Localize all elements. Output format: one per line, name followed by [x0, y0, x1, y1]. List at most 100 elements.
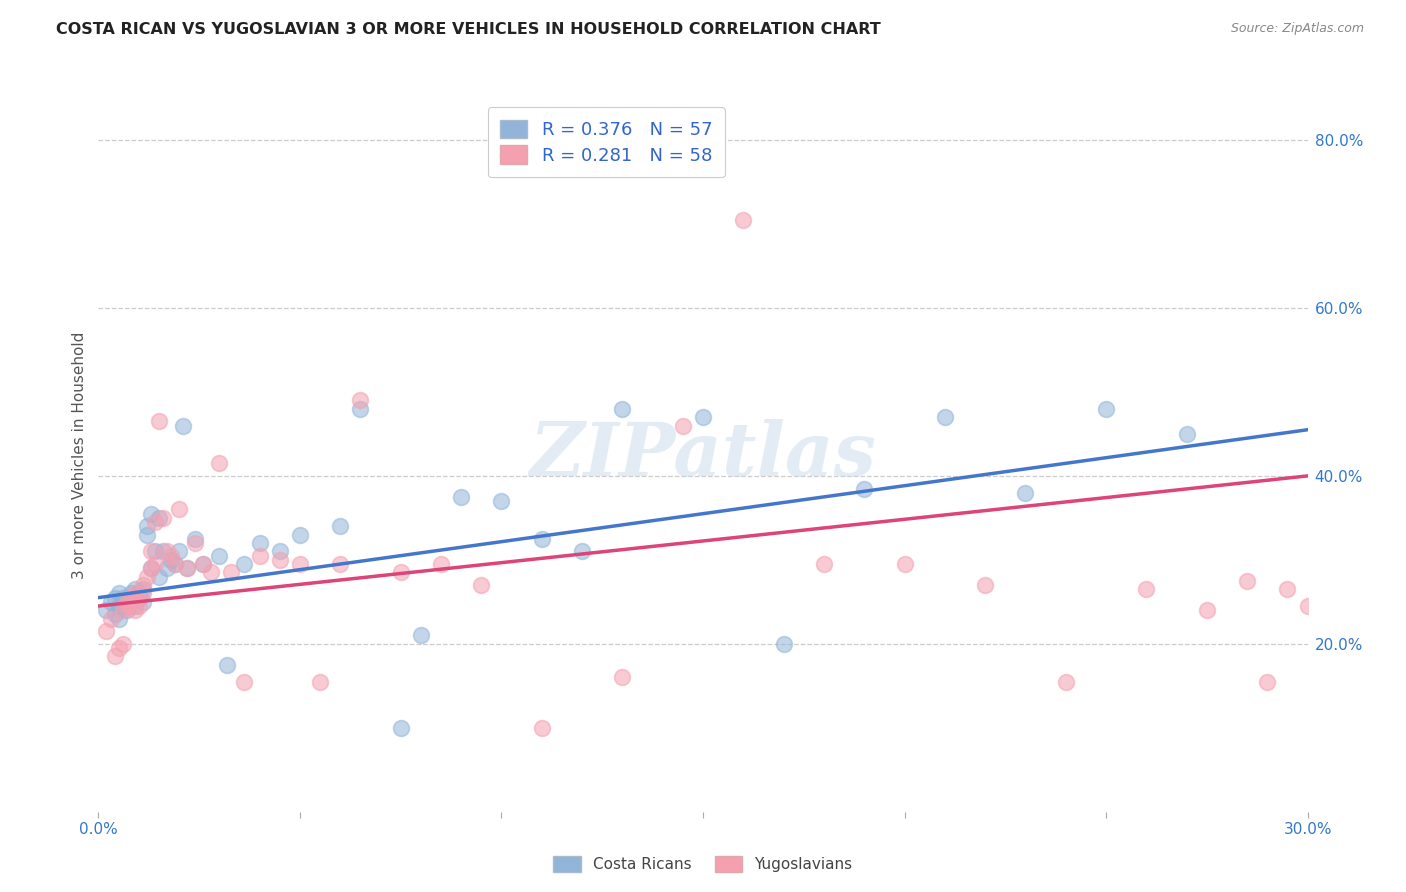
Point [120, 591, 142, 605]
Point [1014, 485, 1036, 500]
Point [139, 544, 162, 558]
Point [128, 591, 150, 605]
Point [1236, 574, 1258, 588]
Point [612, 401, 634, 416]
Point [132, 578, 155, 592]
Point [184, 532, 207, 546]
Point [772, 637, 794, 651]
Point [111, 603, 134, 617]
Point [107, 586, 129, 600]
Point [143, 515, 166, 529]
Point [124, 586, 146, 600]
Point [135, 569, 157, 583]
Point [135, 519, 157, 533]
Point [132, 586, 155, 600]
Point [103, 607, 125, 622]
Point [409, 628, 432, 642]
Point [329, 557, 352, 571]
Point [612, 670, 634, 684]
Point [309, 674, 332, 689]
Point [1195, 603, 1218, 617]
Point [1135, 582, 1157, 597]
Point [232, 557, 254, 571]
Point [249, 536, 271, 550]
Point [167, 502, 190, 516]
Point [249, 549, 271, 563]
Point [156, 561, 179, 575]
Point [132, 595, 155, 609]
Point [107, 640, 129, 655]
Point [893, 557, 915, 571]
Point [100, 612, 122, 626]
Point [288, 527, 311, 541]
Text: COSTA RICAN VS YUGOSLAVIAN 3 OR MORE VEHICLES IN HOUSEHOLD CORRELATION CHART: COSTA RICAN VS YUGOSLAVIAN 3 OR MORE VEH… [56, 22, 882, 37]
Point [1277, 582, 1299, 597]
Point [176, 561, 198, 575]
Point [148, 511, 170, 525]
Point [115, 603, 138, 617]
Point [120, 586, 142, 600]
Point [128, 591, 150, 605]
Point [124, 603, 146, 617]
Point [692, 410, 714, 425]
Point [184, 536, 207, 550]
Point [329, 519, 352, 533]
Point [193, 557, 215, 571]
Point [139, 561, 162, 575]
Point [349, 401, 371, 416]
Point [571, 544, 593, 558]
Point [221, 566, 243, 580]
Point [349, 393, 371, 408]
Point [208, 456, 231, 470]
Point [124, 582, 146, 597]
Point [974, 578, 997, 592]
Point [1175, 426, 1198, 441]
Point [269, 544, 291, 558]
Point [389, 721, 412, 735]
Point [430, 557, 453, 571]
Point [217, 657, 239, 672]
Point [160, 549, 183, 563]
Point [160, 553, 183, 567]
Point [163, 557, 186, 571]
Point [172, 418, 194, 433]
Point [120, 595, 142, 609]
Point [193, 557, 215, 571]
Point [470, 578, 492, 592]
Point [115, 595, 138, 609]
Point [530, 532, 553, 546]
Legend: R = 0.376   N = 57, R = 0.281   N = 58: R = 0.376 N = 57, R = 0.281 N = 58 [488, 107, 725, 178]
Point [200, 566, 222, 580]
Text: ZIPatlas: ZIPatlas [530, 418, 876, 491]
Point [132, 582, 155, 597]
Point [208, 549, 231, 563]
Point [139, 507, 162, 521]
Point [450, 490, 472, 504]
Point [530, 721, 553, 735]
Point [672, 418, 695, 433]
Point [139, 561, 162, 575]
Point [163, 557, 186, 571]
Point [115, 595, 138, 609]
Point [124, 599, 146, 613]
Point [111, 591, 134, 605]
Point [143, 557, 166, 571]
Point [148, 414, 170, 428]
Point [156, 544, 179, 558]
Point [934, 410, 956, 425]
Text: Source: ZipAtlas.com: Source: ZipAtlas.com [1230, 22, 1364, 36]
Point [232, 674, 254, 689]
Point [152, 544, 174, 558]
Point [96, 603, 118, 617]
Point [491, 494, 513, 508]
Point [111, 599, 134, 613]
Point [135, 527, 157, 541]
Point [107, 599, 129, 613]
Point [1316, 586, 1339, 600]
Point [167, 544, 190, 558]
Point [176, 561, 198, 575]
Point [120, 599, 142, 613]
Point [107, 612, 129, 626]
Point [269, 553, 291, 567]
Y-axis label: 3 or more Vehicles in Household: 3 or more Vehicles in Household [72, 331, 87, 579]
